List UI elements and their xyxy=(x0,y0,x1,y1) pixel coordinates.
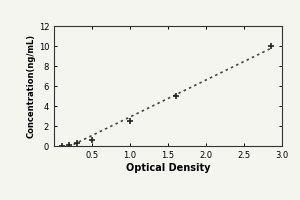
Point xyxy=(90,138,94,142)
Point xyxy=(59,144,64,147)
Point xyxy=(128,119,132,123)
Point xyxy=(173,94,178,98)
Point xyxy=(67,143,72,146)
Point xyxy=(74,141,79,144)
Point xyxy=(268,44,273,48)
Y-axis label: Concentration(ng/mL): Concentration(ng/mL) xyxy=(27,34,36,138)
X-axis label: Optical Density: Optical Density xyxy=(126,163,210,173)
